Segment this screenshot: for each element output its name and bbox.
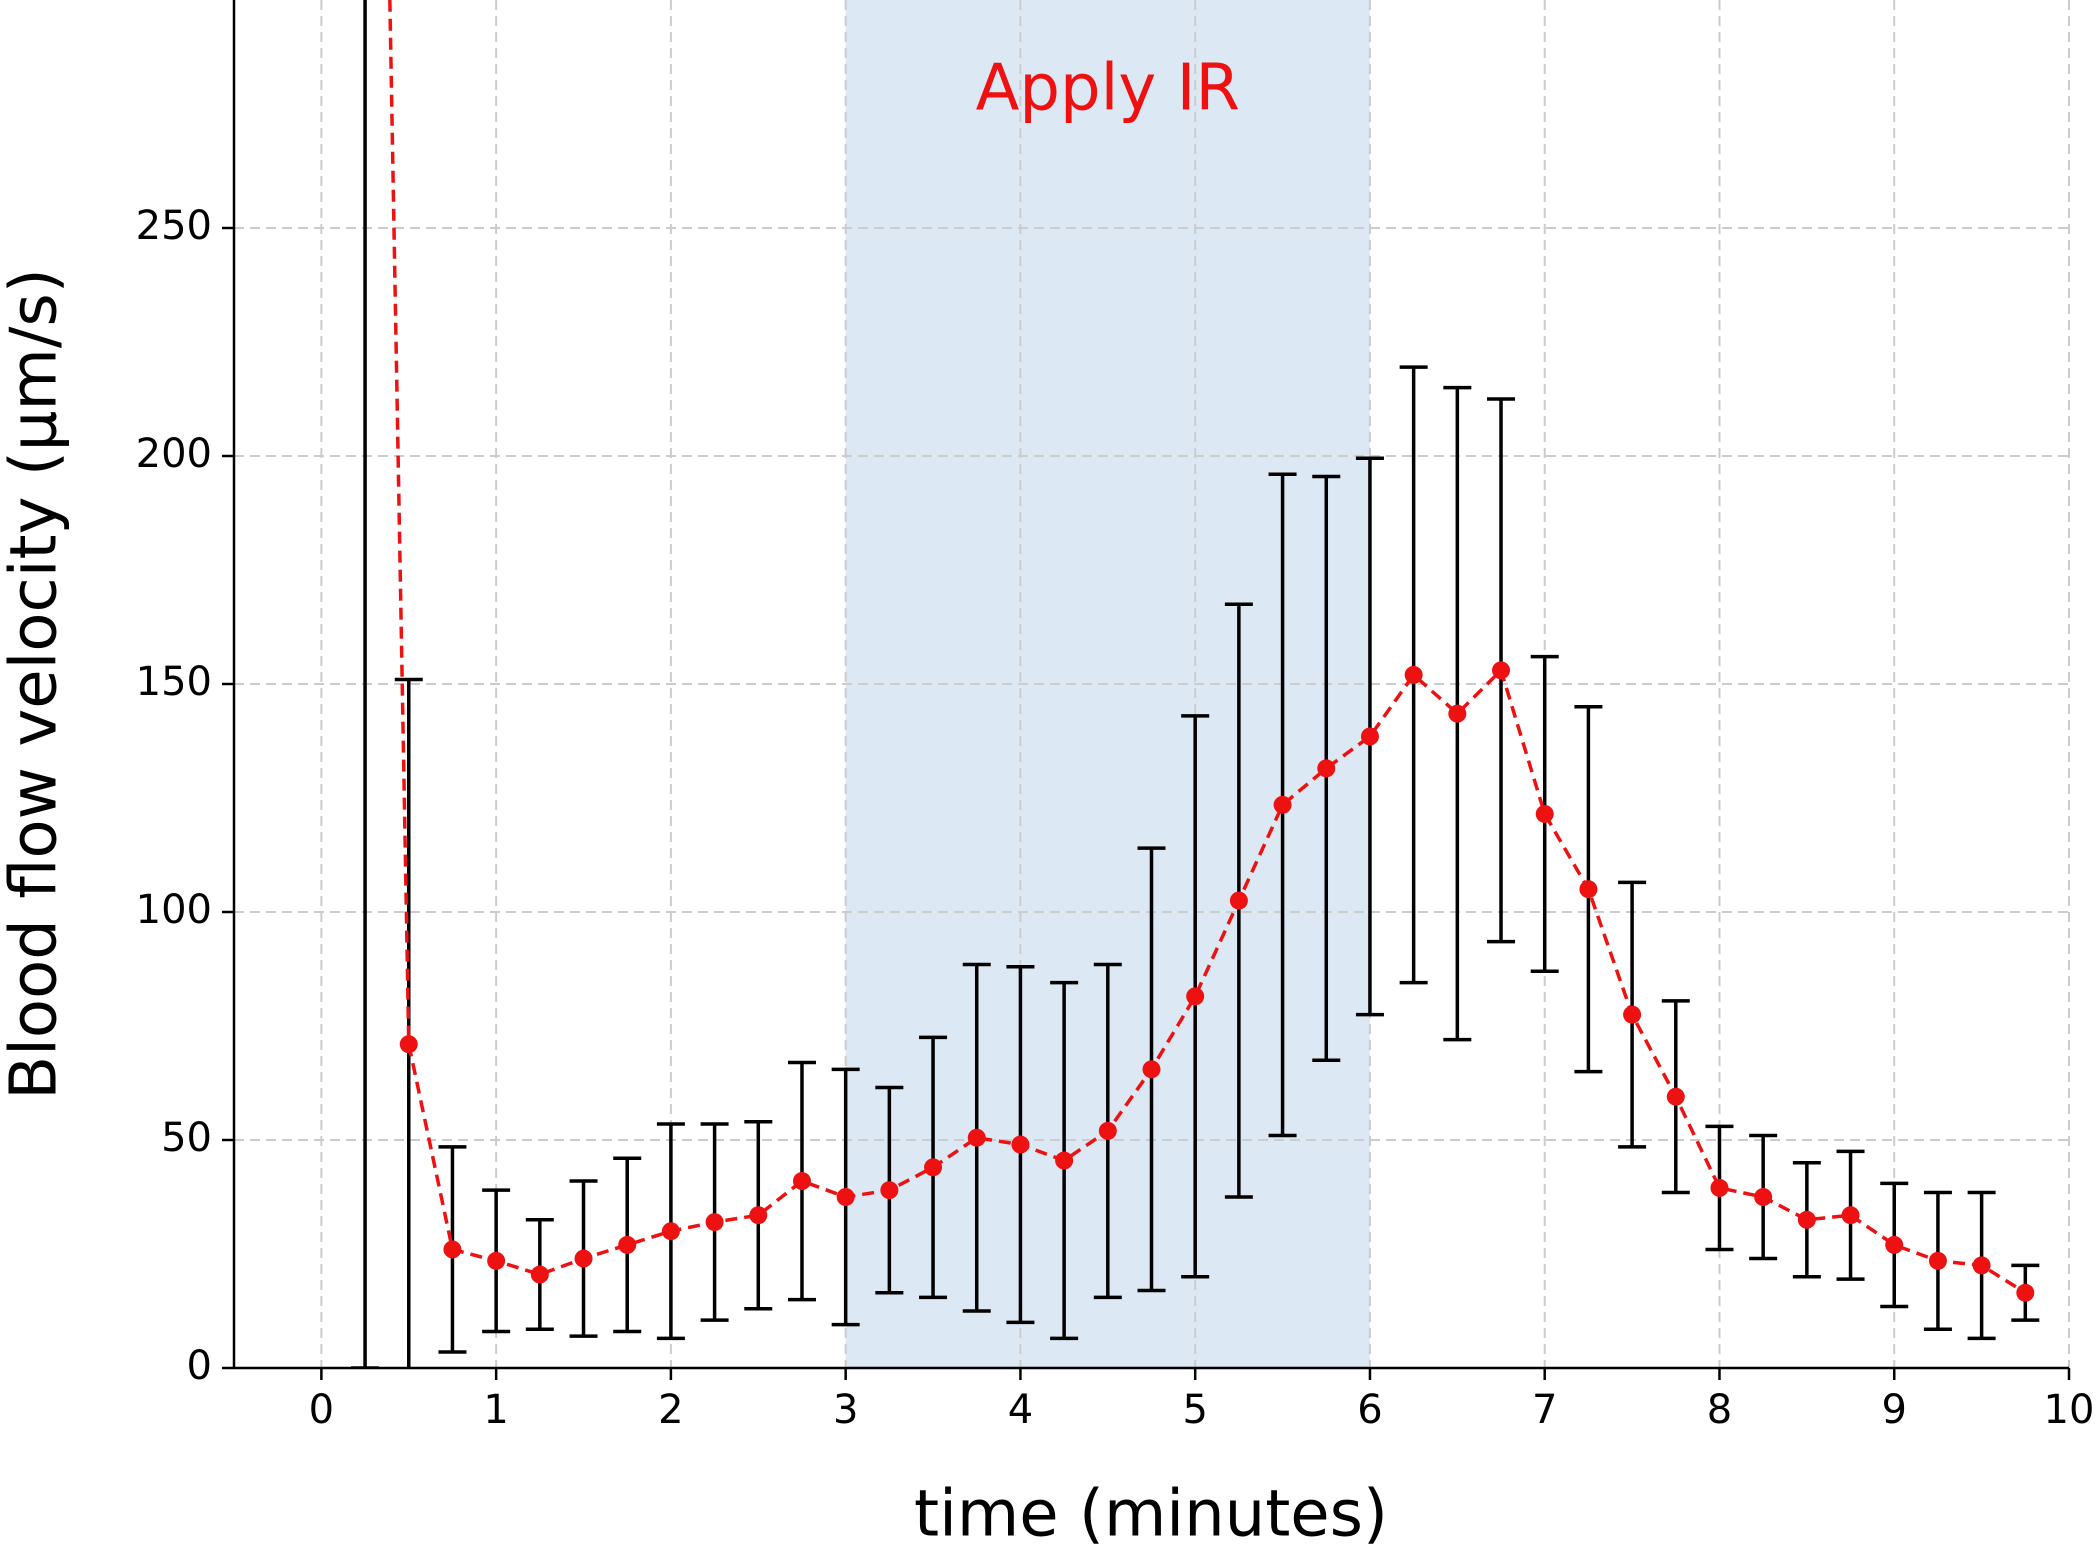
point [530, 1265, 549, 1284]
y-tick-label: 200 [136, 431, 212, 477]
point [2016, 1283, 2035, 1302]
x-tick-label: 1 [483, 1387, 508, 1433]
point [1928, 1251, 1947, 1270]
point [1579, 880, 1598, 899]
point [1885, 1235, 1904, 1254]
x-tick-label: 7 [1532, 1387, 1557, 1433]
line [388, 0, 2027, 1295]
point [1754, 1188, 1773, 1206]
point [1972, 1256, 1991, 1275]
plot-area [351, 0, 2040, 1368]
x-tick-label: 6 [1357, 1387, 1382, 1433]
point [618, 1235, 637, 1254]
point [1623, 1005, 1642, 1024]
point [705, 1213, 724, 1232]
point [661, 1222, 680, 1241]
y-tick-label: 50 [161, 1115, 212, 1161]
point [1229, 891, 1248, 910]
point [1142, 1060, 1161, 1079]
error-bar [351, 0, 380, 1368]
x-tick-label: 3 [833, 1387, 858, 1433]
point [1055, 1151, 1074, 1170]
point [1492, 661, 1511, 680]
x-tick-label: 9 [1882, 1387, 1907, 1433]
point [1797, 1210, 1816, 1229]
point [1404, 665, 1423, 684]
y-tick-label: 0 [187, 1343, 212, 1389]
point [1360, 727, 1379, 746]
point [1666, 1087, 1685, 1106]
point [1186, 987, 1205, 1006]
point [574, 1249, 593, 1268]
x-tick-label: 5 [1182, 1387, 1207, 1433]
point [836, 1188, 855, 1206]
point [1098, 1121, 1117, 1140]
point [1710, 1178, 1729, 1197]
point [443, 1240, 462, 1259]
point [1535, 804, 1554, 823]
y-tick-label: 100 [136, 887, 212, 933]
point [487, 1251, 506, 1270]
y-axis-label: Blood flow velocity (µm/s) [0, 268, 72, 1100]
point [967, 1128, 986, 1147]
x-tick-label: 2 [658, 1387, 683, 1433]
x-tick-label: 10 [2044, 1387, 2095, 1433]
point [880, 1181, 899, 1200]
y-tick-label: 150 [136, 659, 212, 705]
point [1448, 704, 1467, 723]
point [1273, 795, 1292, 814]
x-tick-label: 0 [309, 1387, 334, 1433]
x-tick-label: 4 [1008, 1387, 1033, 1433]
point [1317, 759, 1336, 778]
x-axis-label: time (minutes) [914, 1478, 1388, 1552]
point [792, 1172, 811, 1191]
point [1011, 1135, 1030, 1154]
y-tick-label: 250 [136, 203, 212, 249]
point [749, 1206, 768, 1225]
point [1841, 1206, 1860, 1225]
point [924, 1158, 943, 1177]
point [399, 1035, 418, 1054]
annotation: Apply IR [976, 52, 1240, 126]
x-tick-label: 8 [1707, 1387, 1732, 1433]
